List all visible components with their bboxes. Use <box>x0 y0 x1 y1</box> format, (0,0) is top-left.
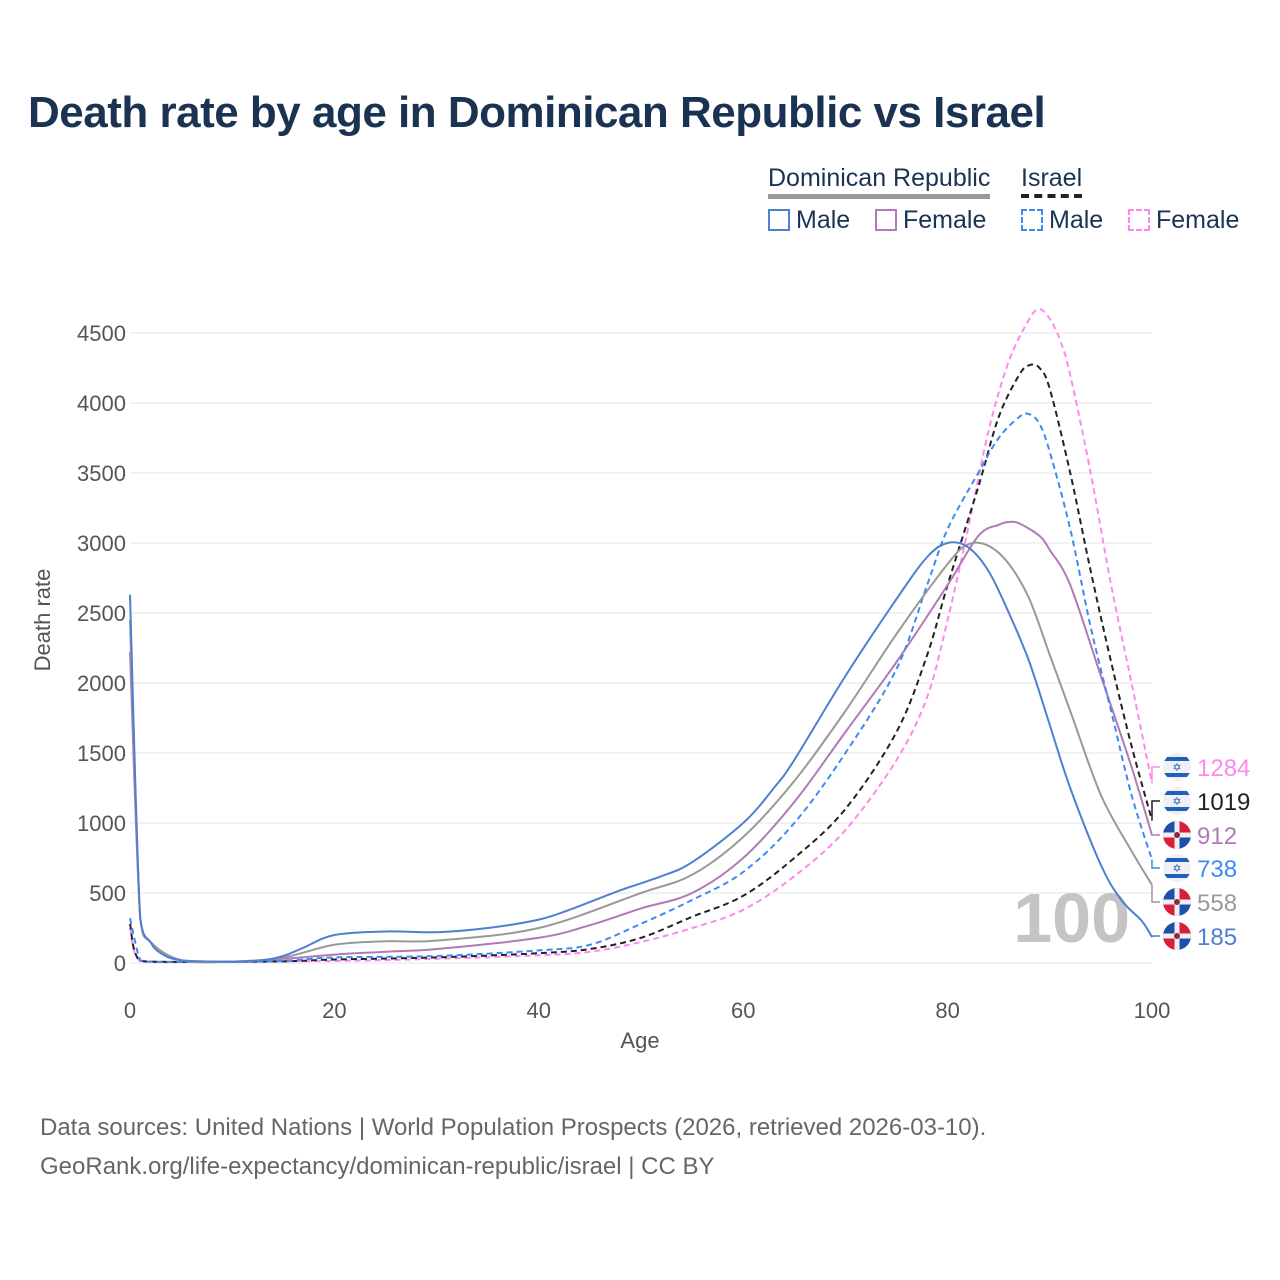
end-value-label: 185 <box>1197 924 1237 951</box>
end-label-connector <box>1151 800 1160 821</box>
source-note: Data sources: United Nations | World Pop… <box>40 1108 986 1186</box>
end-value-label: 912 <box>1197 823 1237 850</box>
y-tick-label: 1500 <box>77 741 126 766</box>
y-tick-label: 4500 <box>77 321 126 346</box>
legend-swatch <box>1128 209 1150 231</box>
legend-label: Female <box>1156 206 1240 234</box>
y-tick-label: 3000 <box>77 531 126 556</box>
legend-item-dr-male[interactable]: Male <box>768 206 850 235</box>
legend-swatch <box>1021 209 1043 231</box>
dominican-republic-flag-icon <box>1163 922 1191 950</box>
y-axis-label: Death rate <box>30 569 55 672</box>
end-value-label: 1019 <box>1197 789 1250 816</box>
legend-label: Male <box>1049 206 1104 234</box>
chart-title: Death rate by age in Dominican Republic … <box>28 88 1046 137</box>
legend-item-israel-male[interactable]: Male <box>1021 206 1103 235</box>
series-line-dominican-republic-female <box>129 520 1153 964</box>
series-line-dominican-republic <box>129 541 1153 964</box>
y-tick-label: 2000 <box>77 671 126 696</box>
svg-text:✡: ✡ <box>1172 796 1181 808</box>
israel-flag-icon: ✡ <box>1163 787 1191 815</box>
x-tick-label: 40 <box>527 998 551 1023</box>
y-tick-label: 2500 <box>77 601 126 626</box>
x-tick-label: 80 <box>935 998 959 1023</box>
legend-swatch <box>768 209 790 231</box>
svg-text:✡: ✡ <box>1172 863 1181 875</box>
series-line-dominican-republic-male <box>129 541 1153 963</box>
x-axis-label: Age <box>620 1028 659 1053</box>
legend-item-israel-female[interactable]: Female <box>1128 206 1239 235</box>
x-tick-label: 0 <box>124 998 136 1023</box>
legend-group-dominican-republic: Dominican Republic <box>768 164 991 199</box>
x-tick-label: 100 <box>1134 998 1171 1023</box>
series-line-israel-male <box>129 412 1153 963</box>
y-tick-label: 1000 <box>77 811 126 836</box>
legend-item-dr-female[interactable]: Female <box>875 206 986 235</box>
end-value-label: 558 <box>1197 890 1237 917</box>
legend-group-label: Israel <box>1021 164 1083 198</box>
x-tick-label: 20 <box>322 998 346 1023</box>
end-value-label: 1284 <box>1197 755 1250 782</box>
israel-flag-icon: ✡ <box>1163 854 1191 882</box>
y-tick-label: 4000 <box>77 391 126 416</box>
legend-group-label: Dominican Republic <box>768 164 991 199</box>
end-label-connector <box>1151 935 1160 938</box>
source-link[interactable]: GeoRank.org/life-expectancy/dominican-re… <box>40 1153 715 1180</box>
end-value-label: 738 <box>1197 856 1237 883</box>
y-tick-label: 3500 <box>77 461 126 486</box>
israel-flag-icon: ✡ <box>1163 753 1191 781</box>
end-label-connector <box>1151 884 1160 903</box>
y-tick-label: 500 <box>89 881 126 906</box>
legend-swatch <box>875 209 897 231</box>
end-label-connector <box>1151 859 1160 869</box>
y-tick-label: 0 <box>114 951 126 976</box>
legend-label: Female <box>903 206 987 234</box>
x-tick-label: 60 <box>731 998 755 1023</box>
dominican-republic-flag-icon <box>1163 821 1191 849</box>
series-line-israel-female <box>129 308 1153 964</box>
watermark-age: 100 <box>1013 879 1130 957</box>
svg-text:✡: ✡ <box>1172 762 1181 774</box>
source-line: Data sources: United Nations | World Pop… <box>40 1114 987 1141</box>
legend-group-israel: Israel <box>1021 164 1083 198</box>
legend-label: Male <box>796 206 851 234</box>
dominican-republic-flag-icon <box>1163 888 1191 916</box>
end-label-connector <box>1151 766 1160 784</box>
series-line-israel <box>129 363 1153 963</box>
